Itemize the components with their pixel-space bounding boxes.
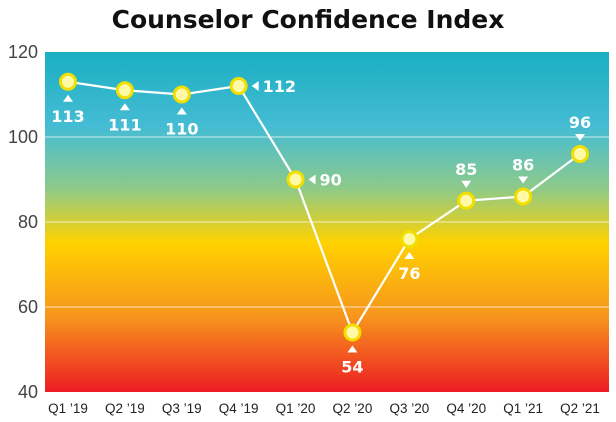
data-label-pointer <box>119 103 130 111</box>
data-label-group: 112 <box>251 77 296 96</box>
data-label-group: 111 <box>108 103 142 134</box>
y-tick-label: 100 <box>8 127 38 147</box>
data-point <box>286 170 305 189</box>
x-tick-label: Q1 ’20 <box>276 401 316 416</box>
data-label-pointer <box>308 174 316 185</box>
data-label-group: 85 <box>455 160 477 188</box>
data-label: 76 <box>398 264 420 283</box>
data-point <box>229 77 248 95</box>
x-tick-label: Q2 ’20 <box>333 401 373 416</box>
x-tick-label: Q4 ’20 <box>446 401 486 416</box>
y-tick-label: 80 <box>18 212 38 232</box>
data-label-group: 90 <box>308 171 342 190</box>
gridlines <box>45 136 609 308</box>
data-point <box>343 323 362 342</box>
data-label: 90 <box>320 171 342 190</box>
data-label-pointer <box>461 180 472 188</box>
x-tick-label: Q2 ’19 <box>105 401 145 416</box>
data-point <box>400 230 419 248</box>
y-tick-label: 60 <box>18 297 38 317</box>
data-label: 86 <box>512 156 534 175</box>
data-markers <box>59 72 589 342</box>
x-tick-label: Q4 ’19 <box>219 401 259 416</box>
data-point <box>571 145 589 163</box>
x-tick-label: Q1 ’19 <box>48 401 88 416</box>
data-label-pointer <box>518 176 529 184</box>
data-label-pointer <box>347 345 358 353</box>
data-label-pointer <box>404 252 415 259</box>
x-axis-ticks: Q1 ’19 Q2 ’19 Q3 ’19 Q4 ’19 Q1 ’20 Q2 ’20 Q3 ’… <box>48 401 600 416</box>
data-point <box>115 81 134 100</box>
data-label: 111 <box>108 115 141 134</box>
chart-title: Counselor Confidence Index <box>112 5 505 34</box>
data-point <box>457 191 476 210</box>
data-label: 85 <box>455 160 477 179</box>
x-tick-label: Q3 ’20 <box>389 401 429 416</box>
data-labels: 113 111 110 112 90 54 76 85 86 96 <box>51 77 591 377</box>
data-label: 112 <box>263 77 296 96</box>
data-label: 110 <box>165 120 198 139</box>
data-label: 54 <box>341 358 363 377</box>
data-label-group: 76 <box>398 252 420 283</box>
data-label-group: 54 <box>341 345 364 377</box>
data-label: 113 <box>51 107 84 126</box>
x-tick-label: Q3 ’19 <box>162 401 202 416</box>
x-tick-label: Q2 ’21 <box>560 401 600 416</box>
y-tick-label: 40 <box>18 382 38 402</box>
data-label-pointer <box>176 107 187 115</box>
data-label-group: 110 <box>165 107 198 139</box>
data-label-pointer <box>575 134 585 141</box>
y-tick-label: 120 <box>8 42 38 62</box>
data-point <box>59 72 77 91</box>
data-label-group: 86 <box>512 156 534 184</box>
data-point <box>514 187 533 206</box>
series-line <box>67 80 581 336</box>
data-label: 96 <box>569 113 591 132</box>
data-label-group: 96 <box>569 113 591 141</box>
data-label-group: 113 <box>51 94 85 126</box>
x-tick-label: Q1 ’21 <box>503 401 543 416</box>
data-label-pointer <box>63 94 73 102</box>
data-point <box>172 85 191 104</box>
y-axis-ticks: 40 60 80 100 120 <box>8 42 38 402</box>
data-label-pointer <box>251 81 259 91</box>
